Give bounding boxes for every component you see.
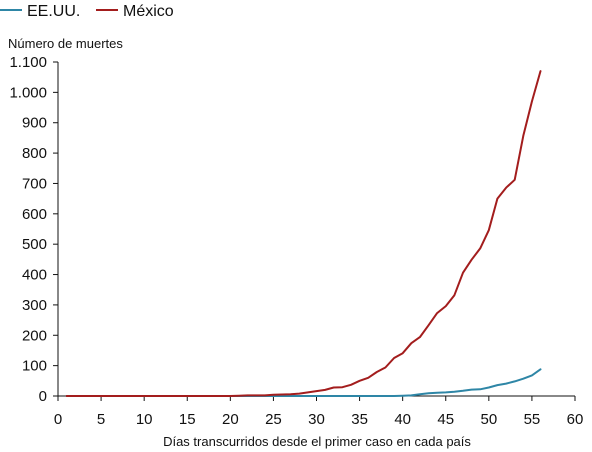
y-tick-label: 100 [22, 358, 47, 375]
series-line-mexico [65, 70, 542, 397]
y-tick-label: 0 [39, 388, 47, 405]
y-tick-label: 400 [22, 267, 47, 284]
x-tick-label: 40 [394, 411, 411, 428]
x-tick-label: 25 [265, 411, 282, 428]
y-tick-label: 900 [22, 115, 47, 132]
x-tick-label: 45 [437, 411, 454, 428]
x-tick-label: 0 [54, 411, 62, 428]
y-tick-label: 300 [22, 297, 47, 314]
legend-label-eeuu: EE.UU. [27, 3, 80, 20]
y-tick-label: 800 [22, 145, 47, 162]
legend: EE.UU. México [0, 3, 174, 20]
x-tick-label: 35 [351, 411, 368, 428]
x-tick-label: 30 [308, 411, 325, 428]
axes [57, 62, 575, 397]
y-axis-title: Número de muertes [8, 36, 123, 51]
y-tick-label: 500 [22, 236, 47, 253]
x-axis-title: Días transcurridos desde el primer caso … [163, 434, 471, 449]
x-tick-label: 50 [480, 411, 497, 428]
x-tick-label: 20 [222, 411, 239, 428]
y-tick-label: 700 [22, 175, 47, 192]
y-axis-ticks: 0 100 200 300 400 500 600 700 800 900 1.000 1.100 [9, 54, 58, 405]
series-lines [65, 70, 542, 397]
x-tick-label: 55 [524, 411, 541, 428]
y-tick-label: 200 [22, 327, 47, 344]
y-tick-label: 1.100 [9, 54, 47, 71]
y-tick-label: 1.000 [9, 84, 47, 101]
y-tick-label: 600 [22, 206, 47, 223]
x-tick-label: 60 [567, 411, 584, 428]
x-tick-label: 5 [97, 411, 105, 428]
x-tick-label: 10 [136, 411, 153, 428]
x-tick-label: 15 [179, 411, 196, 428]
series-line-eeuu [65, 368, 542, 397]
x-axis-ticks: 0 5 10 15 20 25 30 35 40 45 50 55 60 [54, 396, 584, 428]
legend-label-mexico: México [123, 3, 174, 20]
